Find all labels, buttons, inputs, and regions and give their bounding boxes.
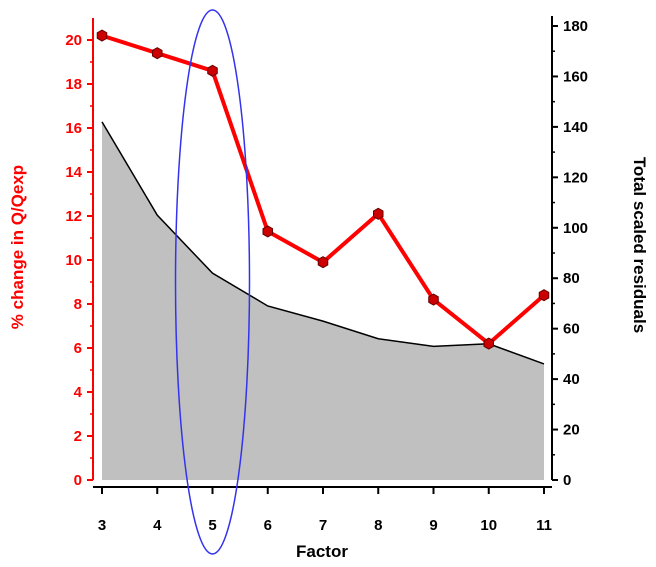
left-axis: 0 2 4 6 8 10 12 14 16 18 20 (65, 18, 94, 489)
change-point-10 (483, 337, 495, 350)
right-tick-label-60: 60 (563, 321, 580, 338)
x-tick-label-10: 10 (480, 517, 497, 534)
change-point-9 (428, 293, 439, 306)
change-point-6 (262, 225, 274, 238)
left-tick-label-2: 2 (74, 428, 82, 445)
x-tick-label-5: 5 (208, 517, 216, 534)
right-tick-label-140: 140 (563, 119, 588, 136)
left-tick-label-6: 6 (74, 340, 82, 357)
area-layer (101, 121, 545, 480)
right-tick-label-160: 160 (563, 68, 588, 85)
right-tick-label-120: 120 (563, 169, 588, 186)
left-tick-label-12: 12 (65, 208, 82, 225)
x-tick-label-3: 3 (98, 517, 106, 534)
left-tick-label-8: 8 (74, 296, 82, 313)
right-axis: 0 20 40 60 80 100 120 140 160 180 (551, 16, 588, 489)
left-tick-label-18: 18 (65, 76, 82, 93)
right-tick-label-0: 0 (563, 472, 571, 489)
x-tick-label-9: 9 (429, 517, 437, 534)
left-tick-label-14: 14 (65, 164, 82, 181)
change-point-4 (151, 47, 163, 60)
change-point-8 (372, 207, 384, 220)
residuals-area-fill (102, 121, 544, 480)
annotation-layer (174, 9, 251, 555)
change-point-7 (317, 256, 329, 269)
x-tick-label-7: 7 (319, 517, 327, 534)
left-tick-label-4: 4 (74, 384, 83, 401)
right-tick-label-80: 80 (563, 270, 580, 287)
highlight-ellipse (174, 9, 251, 555)
right-tick-label-40: 40 (563, 371, 580, 388)
right-tick-label-180: 180 (563, 18, 588, 35)
left-tick-label-0: 0 (74, 472, 82, 489)
left-tick-label-10: 10 (65, 252, 82, 269)
x-tick-label-11: 11 (536, 517, 552, 534)
x-tick-label-4: 4 (153, 517, 162, 534)
x-axis: 3 4 5 6 7 8 9 10 11 (93, 486, 552, 534)
x-axis-title: Factor (296, 542, 348, 561)
x-tick-label-6: 6 (264, 517, 272, 534)
change-point-11 (538, 289, 550, 302)
change-point-5 (207, 64, 218, 77)
left-axis-title: % change in Q/Qexp (8, 165, 27, 329)
right-tick-label-100: 100 (563, 220, 588, 237)
left-tick-label-20: 20 (65, 32, 82, 49)
right-axis-title: Total scaled residuals (630, 157, 649, 333)
change-point-3 (96, 29, 108, 42)
line-layer (96, 29, 550, 350)
right-tick-label-20: 20 (563, 422, 580, 439)
x-tick-label-8: 8 (374, 517, 382, 534)
left-tick-label-16: 16 (65, 120, 82, 137)
